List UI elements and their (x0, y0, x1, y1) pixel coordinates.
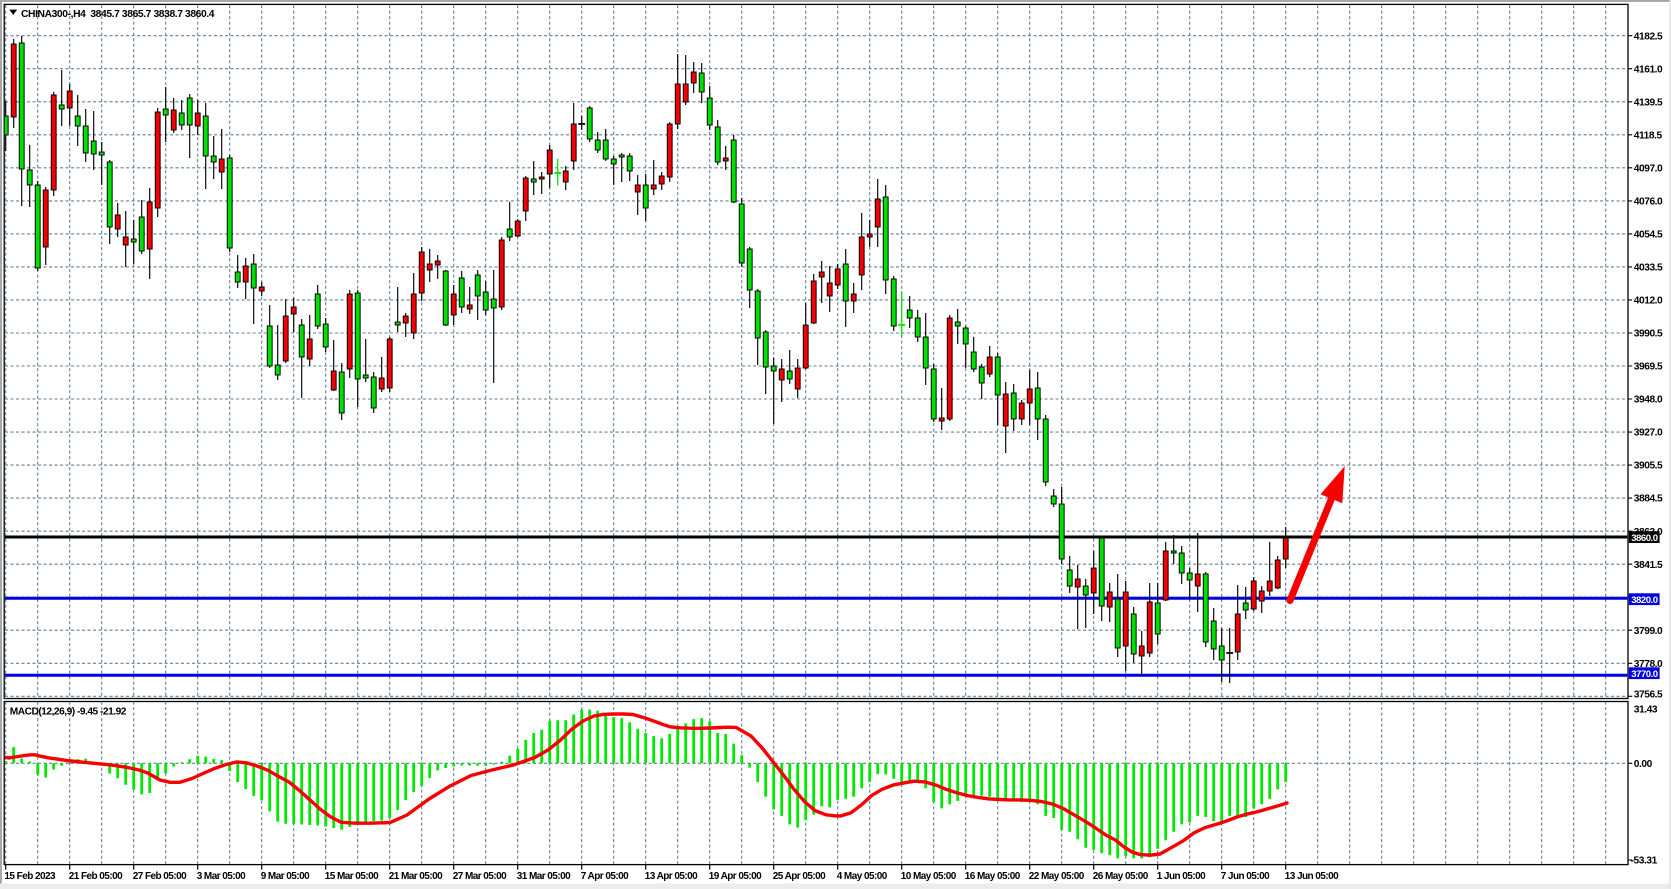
svg-text:3 Mar 05:00: 3 Mar 05:00 (197, 871, 246, 882)
svg-text:21 Feb 05:00: 21 Feb 05:00 (69, 871, 123, 882)
svg-text:4182.5: 4182.5 (1634, 31, 1663, 42)
svg-text:31 Mar 05:00: 31 Mar 05:00 (517, 871, 571, 882)
svg-text:7 Jun 05:00: 7 Jun 05:00 (1221, 871, 1270, 882)
svg-text:3770.0: 3770.0 (1631, 669, 1658, 680)
svg-text:3756.5: 3756.5 (1634, 689, 1663, 700)
svg-text:19 Apr 05:00: 19 Apr 05:00 (709, 871, 762, 882)
svg-text:4076.0: 4076.0 (1634, 197, 1663, 208)
svg-text:3778.0: 3778.0 (1634, 659, 1663, 670)
svg-text:7 Apr 05:00: 7 Apr 05:00 (581, 871, 629, 882)
svg-text:3948.0: 3948.0 (1634, 395, 1663, 406)
svg-text:4033.5: 4033.5 (1634, 263, 1663, 274)
svg-text:-53.31: -53.31 (1631, 856, 1658, 867)
svg-text:3969.5: 3969.5 (1634, 362, 1663, 373)
svg-text:15 Mar 05:00: 15 Mar 05:00 (325, 871, 379, 882)
svg-text:3820.0: 3820.0 (1631, 595, 1658, 606)
svg-text:27 Mar 05:00: 27 Mar 05:00 (453, 871, 507, 882)
svg-text:25 Apr 05:00: 25 Apr 05:00 (773, 871, 826, 882)
svg-text:9 Mar 05:00: 9 Mar 05:00 (261, 871, 310, 882)
svg-text:4139.5: 4139.5 (1634, 97, 1663, 108)
svg-text:31.43: 31.43 (1634, 705, 1658, 716)
svg-text:CHINA300-,H4 3845.7 3865.7 38: CHINA300-,H4 3845.7 3865.7 3838.7 3860.4 (21, 9, 215, 20)
svg-text:4 May 05:00: 4 May 05:00 (837, 871, 888, 882)
svg-text:15 Feb 2023: 15 Feb 2023 (4, 871, 56, 882)
svg-text:4118.5: 4118.5 (1634, 130, 1663, 141)
svg-text:1 Jun 05:00: 1 Jun 05:00 (1157, 871, 1206, 882)
svg-text:22 May 05:00: 22 May 05:00 (1029, 871, 1085, 882)
svg-text:3799.0: 3799.0 (1634, 626, 1663, 637)
svg-text:MACD(12,26,9) -9.45 -21.92: MACD(12,26,9) -9.45 -21.92 (10, 706, 127, 717)
svg-text:21 Mar 05:00: 21 Mar 05:00 (389, 871, 443, 882)
svg-text:3860.0: 3860.0 (1631, 533, 1658, 544)
svg-text:3927.0: 3927.0 (1634, 428, 1663, 439)
svg-text:3905.5: 3905.5 (1634, 461, 1663, 472)
svg-text:0.00: 0.00 (1634, 759, 1653, 770)
svg-text:10 May 05:00: 10 May 05:00 (901, 871, 957, 882)
svg-text:4054.5: 4054.5 (1634, 230, 1663, 241)
svg-text:16 May 05:00: 16 May 05:00 (965, 871, 1021, 882)
svg-text:26 May 05:00: 26 May 05:00 (1093, 871, 1149, 882)
svg-text:13 Jun 05:00: 13 Jun 05:00 (1285, 871, 1339, 882)
svg-text:27 Feb 05:00: 27 Feb 05:00 (133, 871, 187, 882)
svg-text:4097.0: 4097.0 (1634, 163, 1663, 174)
svg-text:13 Apr 05:00: 13 Apr 05:00 (645, 871, 698, 882)
svg-text:4161.0: 4161.0 (1634, 64, 1663, 75)
svg-text:3884.5: 3884.5 (1634, 494, 1663, 505)
svg-text:3841.5: 3841.5 (1634, 560, 1663, 571)
svg-text:3990.5: 3990.5 (1634, 329, 1663, 340)
svg-text:4012.0: 4012.0 (1634, 296, 1663, 307)
